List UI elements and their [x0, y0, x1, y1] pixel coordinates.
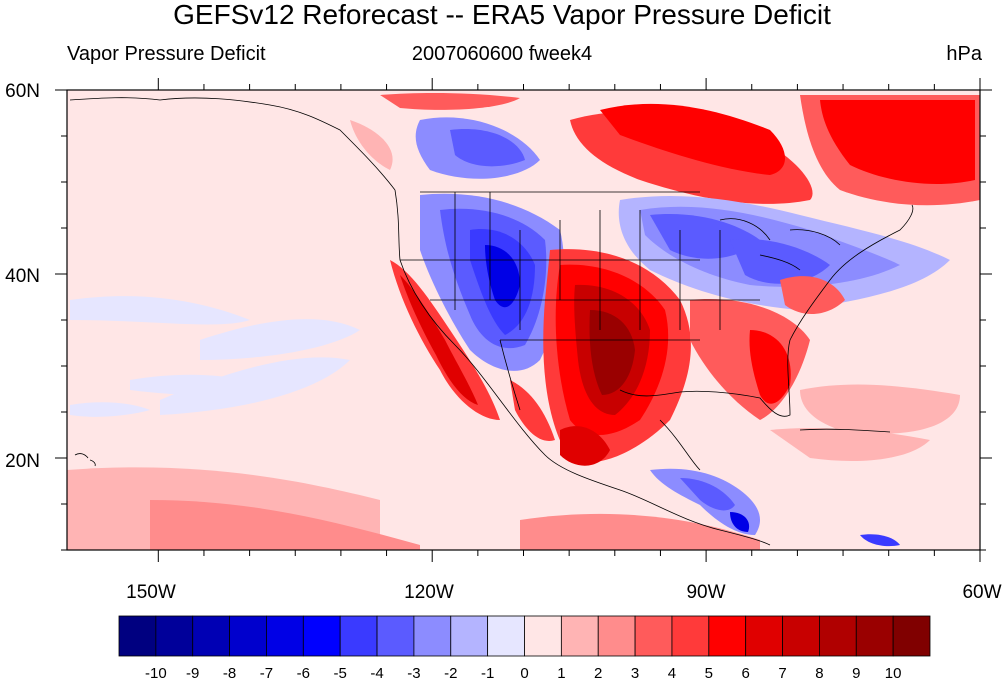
colorbar-swatch [192, 615, 230, 657]
lon-tick-label: 60W [962, 582, 1001, 603]
date-forecast-label: 2007060600 fweek4 [411, 43, 593, 65]
lon-tick-label: 150W [126, 582, 176, 603]
colorbar-swatch [671, 615, 710, 657]
colorbar-swatch [118, 615, 157, 657]
chart-title: GEFSv12 Reforecast -- ERA5 Vapor Pressur… [173, 0, 831, 30]
colorbar-swatch [819, 615, 857, 657]
colorbar-label: -10 [145, 665, 167, 682]
colorbar-label: 2 [594, 665, 602, 682]
colorbar-swatch [155, 615, 194, 657]
colorbar-label: 5 [705, 665, 713, 682]
colorbar-swatch [229, 615, 267, 657]
colorbar: -10 -9 -8 -7 -6 -5 -4 -3 -2 -1 0 1 2 3 4 5 6 7 8 9 10 [118, 615, 931, 682]
vpd-field [67, 90, 980, 550]
lat-tick-labels: 60N 40N 20N [5, 81, 40, 472]
colorbar-swatch [892, 615, 931, 657]
lon-tick-label: 120W [404, 582, 454, 603]
colorbar-label: 1 [557, 665, 565, 682]
colorbar-label: 3 [631, 665, 639, 682]
lon-tick-labels: 150W 120W 90W 60W [126, 582, 1001, 603]
colorbar-label: -3 [407, 665, 420, 682]
colorbar-swatch [597, 615, 636, 657]
colorbar-label: -8 [223, 665, 236, 682]
lat-tick-label: 40N [5, 266, 40, 287]
colorbar-swatch [376, 615, 415, 657]
lon-tick-label: 90W [686, 582, 725, 603]
colorbar-swatch [745, 615, 783, 657]
colorbar-label: 10 [885, 665, 902, 682]
coastlines [69, 97, 914, 546]
colorbar-swatch [634, 615, 673, 657]
colorbar-label: 8 [815, 665, 823, 682]
colorbar-label: -7 [260, 665, 273, 682]
colorbar-swatch [487, 615, 525, 657]
colorbar-swatch [413, 615, 452, 657]
colorbar-swatch [450, 615, 489, 657]
colorbar-label: -9 [186, 665, 199, 682]
colorbar-swatch [524, 615, 562, 657]
colorbar-label: 0 [520, 665, 528, 682]
colorbar-swatch [560, 615, 599, 657]
colorbar-swatch [782, 615, 820, 657]
units-label: hPa [946, 43, 982, 65]
colorbar-swatch [266, 615, 304, 657]
colorbar-label: -1 [481, 665, 494, 682]
colorbar-swatch [708, 615, 747, 657]
colorbar-label: -4 [370, 665, 383, 682]
colorbar-label: 9 [852, 665, 860, 682]
colorbar-swatch [302, 615, 341, 657]
axis-ticks [55, 78, 992, 562]
colorbar-swatch [339, 615, 378, 657]
colorbar-label: -2 [444, 665, 457, 682]
variable-label: Vapor Pressure Deficit [67, 43, 266, 65]
colorbar-label: 7 [778, 665, 786, 682]
colorbar-swatch [855, 615, 894, 657]
lat-tick-label: 60N [5, 81, 40, 102]
colorbar-label: -5 [334, 665, 347, 682]
colorbar-label: 6 [742, 665, 750, 682]
lat-tick-label: 20N [5, 451, 40, 472]
colorbar-label: 4 [668, 665, 676, 682]
colorbar-label: -6 [297, 665, 310, 682]
